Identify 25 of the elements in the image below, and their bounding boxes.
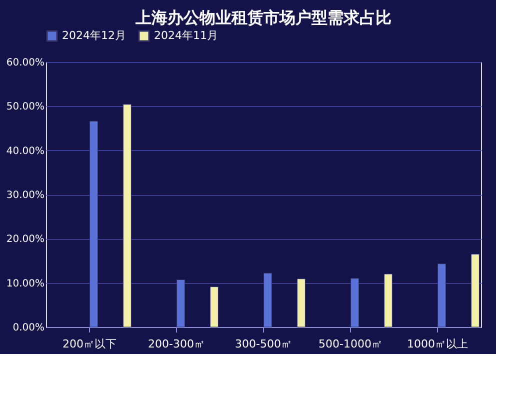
y-tick-label: 50.00%: [6, 102, 44, 113]
bar: [296, 278, 306, 328]
x-tick-label: 300-500㎡: [235, 338, 292, 350]
legend-label: 2024年12月: [62, 29, 126, 42]
bar: [176, 279, 185, 328]
bar: [210, 286, 218, 328]
chart-title: 上海办公物业租赁市场户型需求占比: [134, 8, 392, 27]
bar: [470, 254, 480, 328]
y-tick-label: 30.00%: [6, 190, 44, 201]
y-tick-label: 40.00%: [6, 146, 44, 157]
bar: [350, 278, 359, 328]
x-tick-label: 200-300㎡: [148, 338, 205, 350]
x-tick-label: 200㎡以下: [62, 338, 116, 350]
y-tick-label: 0.00%: [12, 322, 44, 334]
bar: [384, 274, 392, 328]
bar: [264, 272, 272, 328]
y-tick-label: 60.00%: [6, 58, 44, 68]
x-tick-label: 500-1000㎡: [318, 338, 382, 350]
bar: [90, 120, 98, 328]
x-tick-label: 1000㎡以上: [407, 338, 468, 350]
y-tick-label: 10.00%: [6, 278, 44, 290]
legend-label: 2024年11月: [154, 29, 218, 42]
y-tick-label: 20.00%: [6, 234, 44, 246]
bar: [438, 264, 446, 328]
bar: [122, 104, 132, 328]
